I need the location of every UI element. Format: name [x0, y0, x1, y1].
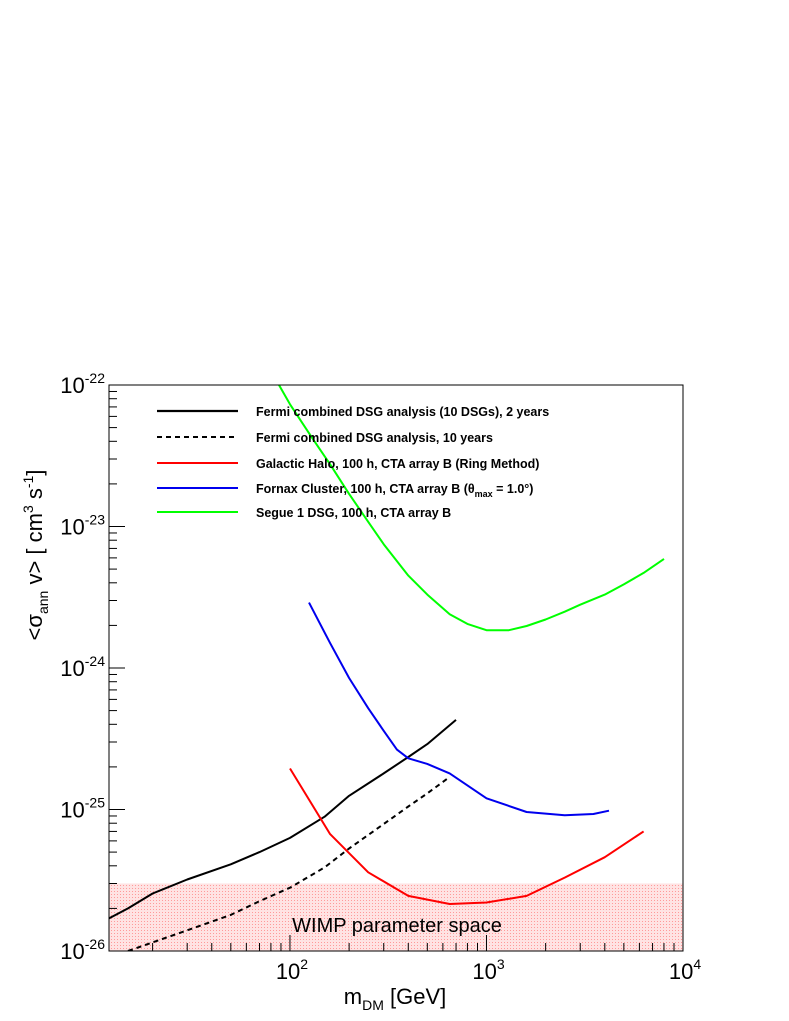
wimp-region — [109, 883, 683, 951]
y-tick-label: 10-24 — [60, 653, 105, 681]
y-tick-label: 10-25 — [60, 795, 105, 823]
axis-ticks — [109, 384, 684, 952]
series-line-fermi-10y — [127, 776, 451, 951]
x-axis-title: mDM [GeV] — [344, 984, 446, 1013]
legend-label-fornax: Fornax Cluster, 100 h, CTA array B (θmax… — [256, 482, 533, 499]
y-tick-label: 10-22 — [60, 370, 105, 398]
x-tick-label: 103 — [472, 956, 504, 984]
y-tick-label: 10-26 — [60, 936, 105, 964]
wimp-region-fill — [109, 883, 683, 951]
tick-labels: 102 103 104 10-26 10-25 10-24 10-23 10-22 — [60, 370, 701, 984]
series-line-fermi-2y — [109, 719, 457, 920]
x-tick-label: 104 — [669, 956, 701, 984]
y-tick-label: 10-23 — [60, 512, 105, 540]
series-line-galactic-halo — [289, 767, 645, 905]
x-tick-label: 102 — [276, 956, 308, 984]
legend-label-fermi-10y: Fermi combined DSG analysis, 10 years — [256, 431, 493, 445]
wimp-region-label: WIMP parameter space — [292, 915, 502, 937]
legend-label-segue: Segue 1 DSG, 100 h, CTA array B — [256, 506, 451, 520]
legend: Fermi combined DSG analysis (10 DSGs), 2… — [157, 405, 549, 520]
legend-label-galactic-halo: Galactic Halo, 100 h, CTA array B (Ring … — [256, 457, 539, 471]
series-layer — [109, 385, 665, 951]
y-axis-title: <σann v> [ cm3 s-1] — [20, 470, 51, 641]
legend-label-fermi-2y: Fermi combined DSG analysis (10 DSGs), 2… — [256, 405, 549, 419]
series-line-segue — [278, 385, 665, 632]
series-line-fornax — [308, 602, 610, 817]
